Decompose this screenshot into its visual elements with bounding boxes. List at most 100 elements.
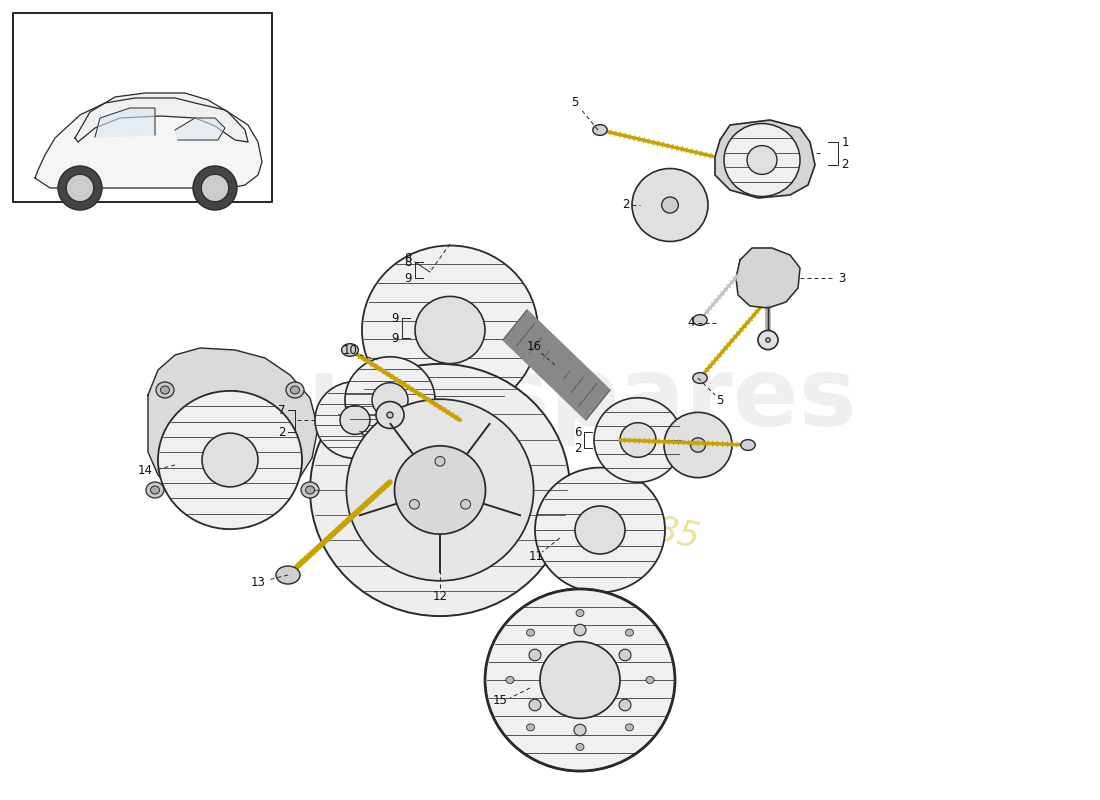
Polygon shape (223, 490, 251, 530)
Text: 5: 5 (716, 394, 724, 406)
Ellipse shape (527, 724, 535, 731)
Polygon shape (175, 118, 226, 140)
Ellipse shape (306, 486, 315, 494)
Ellipse shape (345, 357, 434, 443)
Polygon shape (209, 390, 236, 430)
Text: 9: 9 (392, 331, 398, 345)
FancyBboxPatch shape (13, 13, 272, 202)
Text: 6: 6 (574, 426, 582, 438)
Text: 10: 10 (342, 343, 358, 357)
Ellipse shape (529, 699, 541, 710)
Ellipse shape (342, 344, 359, 356)
Ellipse shape (387, 412, 393, 418)
Text: 4: 4 (688, 317, 695, 330)
Ellipse shape (161, 386, 169, 394)
Polygon shape (176, 482, 209, 522)
Ellipse shape (415, 296, 485, 363)
Text: 14: 14 (138, 463, 153, 477)
Polygon shape (251, 482, 292, 514)
Ellipse shape (485, 589, 675, 771)
Ellipse shape (409, 499, 419, 509)
Ellipse shape (529, 650, 541, 661)
Ellipse shape (158, 391, 302, 529)
Text: eurospares: eurospares (243, 354, 857, 446)
Ellipse shape (461, 499, 471, 509)
Ellipse shape (286, 382, 304, 398)
Ellipse shape (576, 610, 584, 617)
Ellipse shape (626, 629, 634, 636)
Text: 12: 12 (432, 590, 448, 602)
Polygon shape (251, 398, 284, 438)
Ellipse shape (395, 446, 485, 534)
Ellipse shape (724, 123, 800, 197)
Ellipse shape (146, 482, 164, 498)
Ellipse shape (575, 506, 625, 554)
Ellipse shape (301, 482, 319, 498)
Polygon shape (503, 310, 611, 420)
Ellipse shape (315, 382, 395, 458)
Polygon shape (148, 348, 318, 510)
Ellipse shape (664, 412, 732, 478)
Text: 1: 1 (842, 135, 849, 149)
Text: 9: 9 (405, 271, 411, 285)
Text: 2: 2 (842, 158, 849, 171)
Ellipse shape (619, 650, 631, 661)
Text: 8: 8 (405, 255, 411, 269)
Ellipse shape (346, 399, 534, 581)
Polygon shape (75, 93, 248, 142)
Ellipse shape (574, 724, 586, 736)
Ellipse shape (766, 338, 770, 342)
Ellipse shape (747, 146, 777, 174)
Text: 3: 3 (838, 271, 846, 285)
Ellipse shape (758, 330, 778, 350)
Text: 15: 15 (493, 694, 507, 706)
Text: 2: 2 (278, 426, 286, 438)
Ellipse shape (276, 566, 300, 584)
Text: a passion since 1985: a passion since 1985 (338, 446, 702, 554)
Ellipse shape (506, 677, 514, 683)
Ellipse shape (290, 386, 299, 394)
Ellipse shape (646, 677, 654, 683)
Ellipse shape (619, 699, 631, 710)
Text: 8: 8 (405, 251, 411, 265)
Ellipse shape (693, 314, 707, 326)
Polygon shape (736, 248, 800, 308)
Ellipse shape (574, 624, 586, 636)
Text: 16: 16 (527, 339, 541, 353)
Text: 5: 5 (571, 97, 579, 110)
Ellipse shape (593, 125, 607, 135)
Ellipse shape (740, 440, 756, 450)
Ellipse shape (362, 246, 538, 414)
Polygon shape (95, 108, 155, 137)
Ellipse shape (576, 743, 584, 750)
Ellipse shape (535, 467, 666, 592)
Polygon shape (161, 453, 200, 481)
Ellipse shape (156, 382, 174, 398)
Circle shape (192, 166, 236, 210)
Polygon shape (35, 98, 262, 188)
Ellipse shape (310, 364, 570, 616)
Ellipse shape (626, 724, 634, 731)
Ellipse shape (620, 422, 656, 458)
Ellipse shape (372, 382, 408, 418)
Ellipse shape (340, 406, 370, 434)
Polygon shape (260, 439, 299, 467)
Polygon shape (715, 120, 815, 198)
Ellipse shape (202, 433, 258, 487)
Ellipse shape (151, 486, 160, 494)
Text: 2: 2 (623, 198, 629, 211)
Ellipse shape (691, 438, 705, 452)
Ellipse shape (693, 373, 707, 383)
Ellipse shape (434, 457, 446, 466)
Circle shape (66, 174, 94, 202)
Polygon shape (168, 406, 209, 438)
Text: 7: 7 (278, 403, 286, 417)
Ellipse shape (594, 398, 682, 482)
Circle shape (58, 166, 102, 210)
Text: 9: 9 (392, 311, 398, 325)
Text: 2: 2 (574, 442, 582, 454)
Ellipse shape (540, 642, 620, 718)
Circle shape (201, 174, 229, 202)
Ellipse shape (376, 402, 404, 429)
Text: 11: 11 (528, 550, 543, 562)
